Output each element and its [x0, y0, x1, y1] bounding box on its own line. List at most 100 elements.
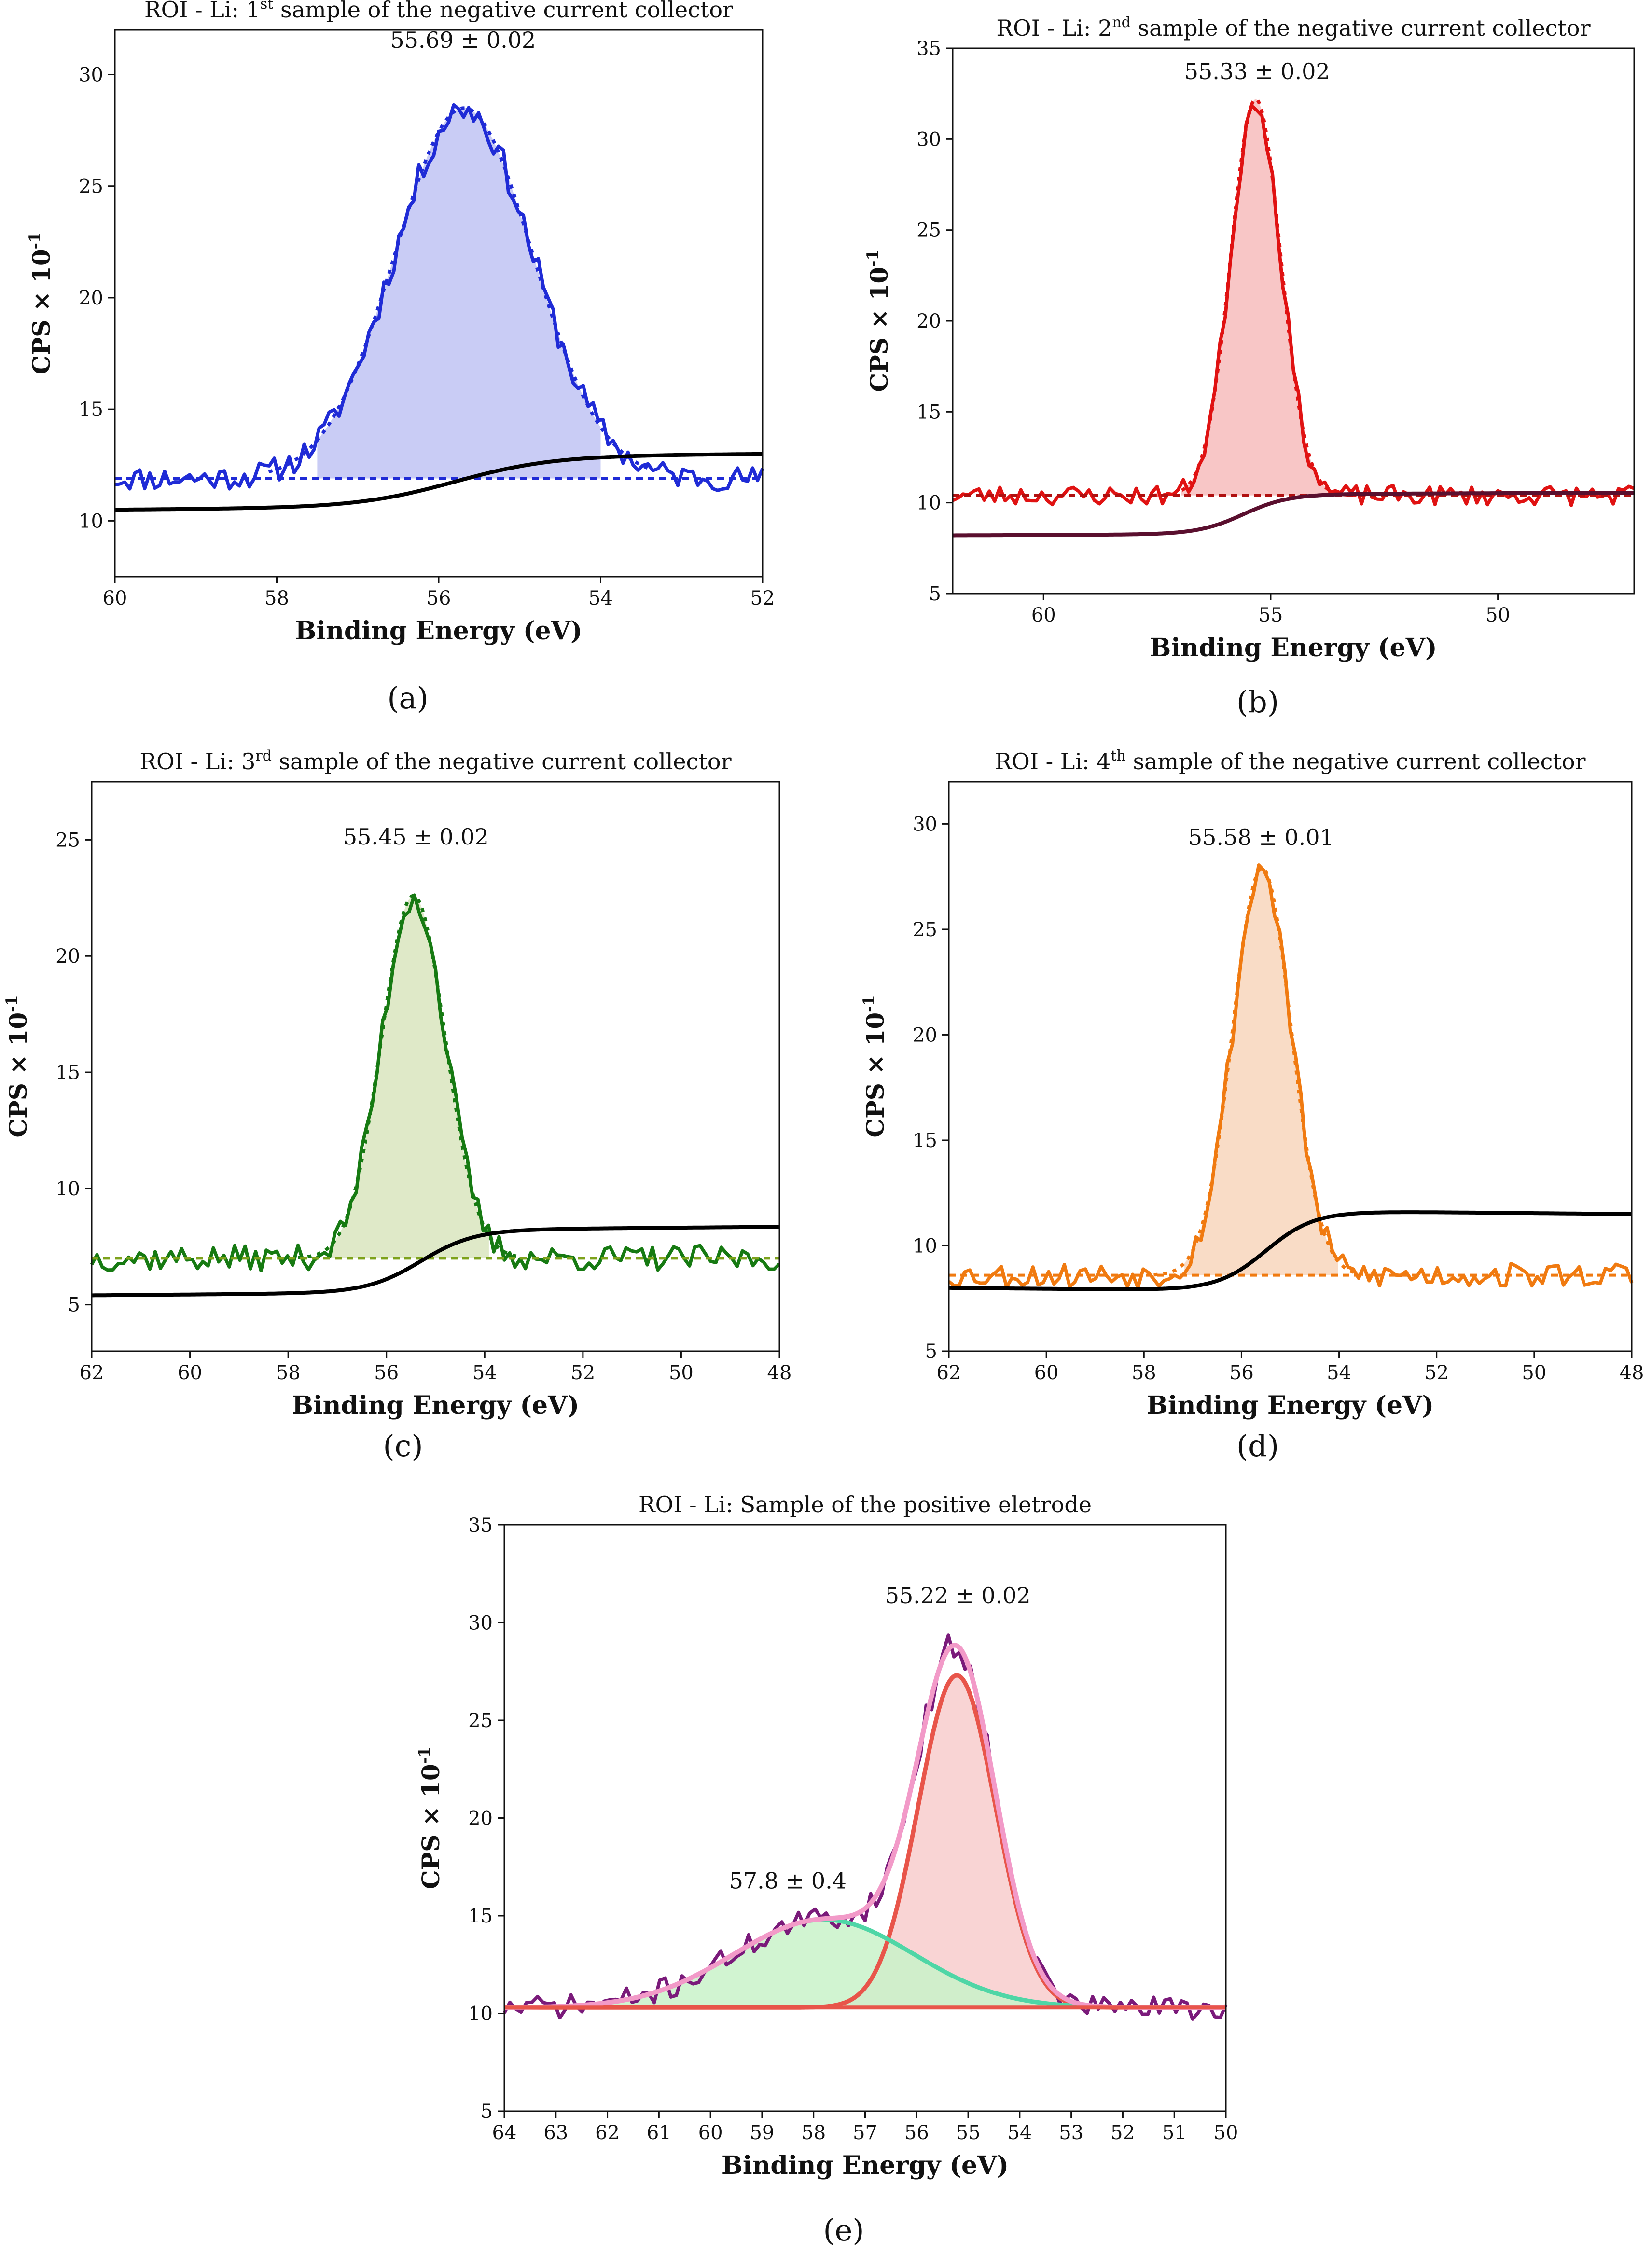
y-axis-label: CPS × 10-1 [415, 1747, 445, 1889]
y-tick-label: 15 [913, 1130, 937, 1152]
y-tick-label: 25 [916, 220, 941, 242]
x-tick-label: 50 [1522, 1362, 1546, 1384]
chart-a: ROI - Li: 1st sample of the negative cur… [26, 0, 775, 646]
x-axis-label: Binding Energy (eV) [295, 616, 582, 646]
data-series-line [947, 863, 1634, 1289]
y-tick-label: 20 [468, 1808, 493, 1830]
y-tick-label: 35 [916, 38, 941, 60]
chart-title: ROI - Li: Sample of the positive eletrod… [639, 1492, 1092, 1518]
y-tick-label: 15 [916, 401, 941, 423]
y-axis-label: CPS × 10-1 [2, 995, 32, 1137]
x-tick-label: 60 [103, 587, 127, 609]
panel-a: ROI - Li: 1st sample of the negative cur… [0, 0, 826, 733]
x-tick-label: 60 [698, 2122, 723, 2144]
x-tick-label: 64 [492, 2122, 517, 2144]
peak-annotation-0: 55.69 ± 0.02 [390, 27, 536, 53]
x-axis-label: Binding Energy (eV) [292, 1391, 579, 1420]
baseline-curve [949, 1210, 1632, 1291]
x-axis-label: Binding Energy (eV) [1147, 1391, 1434, 1420]
y-tick-label: 25 [468, 1710, 493, 1732]
peak-annotation-0: 55.45 ± 0.02 [343, 824, 489, 850]
panel-label-d: (d) [1236, 1428, 1279, 1464]
peak-fill-0 [1184, 868, 1338, 1275]
peak-annotation-0: 55.22 ± 0.02 [885, 1582, 1031, 1608]
y-tick-label: 20 [79, 287, 103, 309]
x-tick-label: 52 [750, 587, 775, 609]
x-tick-label: 56 [374, 1362, 399, 1384]
y-tick-label: 25 [913, 919, 937, 941]
y-tick-label: 15 [79, 399, 103, 421]
panel-e: ROI - Li: Sample of the positive eletrod… [410, 1477, 1242, 2268]
x-tick-label: 50 [1214, 2122, 1238, 2144]
x-tick-label: 51 [1162, 2122, 1187, 2144]
y-axis-label: CPS × 10-1 [863, 249, 893, 392]
y-tick-label: 10 [56, 1178, 80, 1200]
x-tick-label: 55 [956, 2122, 981, 2144]
plot-frame [503, 1524, 1227, 2112]
y-axis-label: CPS × 10-1 [860, 995, 889, 1137]
x-tick-label: 54 [472, 1362, 497, 1384]
x-tick-label: 56 [904, 2122, 929, 2144]
plot-frame [952, 47, 1635, 595]
x-tick-label: 54 [1007, 2122, 1032, 2144]
baseline-curve [114, 452, 763, 512]
chart-title: ROI - Li: 4th sample of the negative cur… [995, 747, 1585, 774]
y-tick-label: 25 [56, 829, 80, 851]
x-tick-label: 58 [276, 1362, 301, 1384]
y-tick-label: 30 [913, 813, 937, 835]
x-tick-label: 62 [595, 2122, 620, 2144]
y-tick-label: 20 [913, 1024, 937, 1046]
y-tick-label: 10 [913, 1235, 937, 1257]
x-tick-label: 50 [1485, 604, 1510, 626]
panel-label-b: (b) [1236, 684, 1279, 719]
x-tick-label: 48 [1620, 1362, 1644, 1384]
x-tick-label: 62 [937, 1362, 961, 1384]
chart-title: ROI - Li: 2nd sample of the negative cur… [996, 14, 1590, 41]
x-tick-label: 58 [1132, 1362, 1156, 1384]
x-tick-label: 52 [570, 1362, 595, 1384]
baseline-curve [953, 491, 1634, 538]
x-tick-label: 60 [1034, 1362, 1059, 1384]
chart-c: ROI - Li: 3rd sample of the negative cur… [2, 747, 792, 1420]
y-tick-label: 30 [468, 1612, 493, 1634]
y-tick-label: 30 [916, 128, 941, 151]
baseline-curve [92, 1225, 780, 1298]
chart-e: ROI - Li: Sample of the positive eletrod… [415, 1492, 1238, 2180]
y-axis-label: CPS × 10-1 [26, 232, 56, 374]
panel-c: ROI - Li: 3rd sample of the negative cur… [0, 733, 826, 1496]
x-tick-label: 50 [669, 1362, 694, 1384]
x-tick-label: 56 [1229, 1362, 1254, 1384]
fit-curve [1153, 866, 1367, 1277]
peak-fill-1 [504, 1920, 1226, 2008]
peak-annotation-0: 55.33 ± 0.02 [1184, 58, 1330, 84]
x-tick-label: 48 [767, 1362, 792, 1384]
chart-title: ROI - Li: 3rd sample of the negative cur… [139, 747, 731, 774]
panel-d: ROI - Li: 4th sample of the negative cur… [826, 733, 1652, 1496]
chart-d: ROI - Li: 4th sample of the negative cur… [860, 747, 1644, 1420]
y-tick-label: 5 [481, 2101, 493, 2123]
x-tick-label: 62 [80, 1362, 104, 1384]
peak-annotation-0: 55.58 ± 0.01 [1188, 824, 1334, 850]
y-tick-label: 15 [468, 1905, 493, 1927]
y-tick-label: 15 [56, 1062, 80, 1084]
y-tick-label: 10 [79, 510, 103, 532]
plot-frame [91, 781, 780, 1352]
y-tick-label: 10 [468, 2003, 493, 2025]
x-tick-label: 53 [1059, 2122, 1083, 2144]
data-series-line [114, 103, 764, 492]
y-tick-label: 5 [929, 583, 941, 605]
y-tick-label: 20 [916, 310, 941, 332]
x-axis-label: Binding Energy (eV) [722, 2151, 1009, 2180]
y-tick-label: 30 [79, 64, 103, 86]
peak-fill-0 [317, 108, 601, 479]
panel-b: ROI - Li: 2nd sample of the negative cur… [826, 0, 1652, 733]
data-series-line [502, 1633, 1228, 2021]
x-tick-label: 58 [801, 2122, 826, 2144]
peak-fill-0 [329, 896, 489, 1258]
x-tick-label: 60 [1031, 604, 1056, 626]
chart-b: ROI - Li: 2nd sample of the negative cur… [863, 14, 1635, 663]
x-tick-label: 54 [1327, 1362, 1351, 1384]
y-tick-label: 35 [468, 1514, 493, 1536]
y-tick-label: 5 [925, 1341, 937, 1363]
